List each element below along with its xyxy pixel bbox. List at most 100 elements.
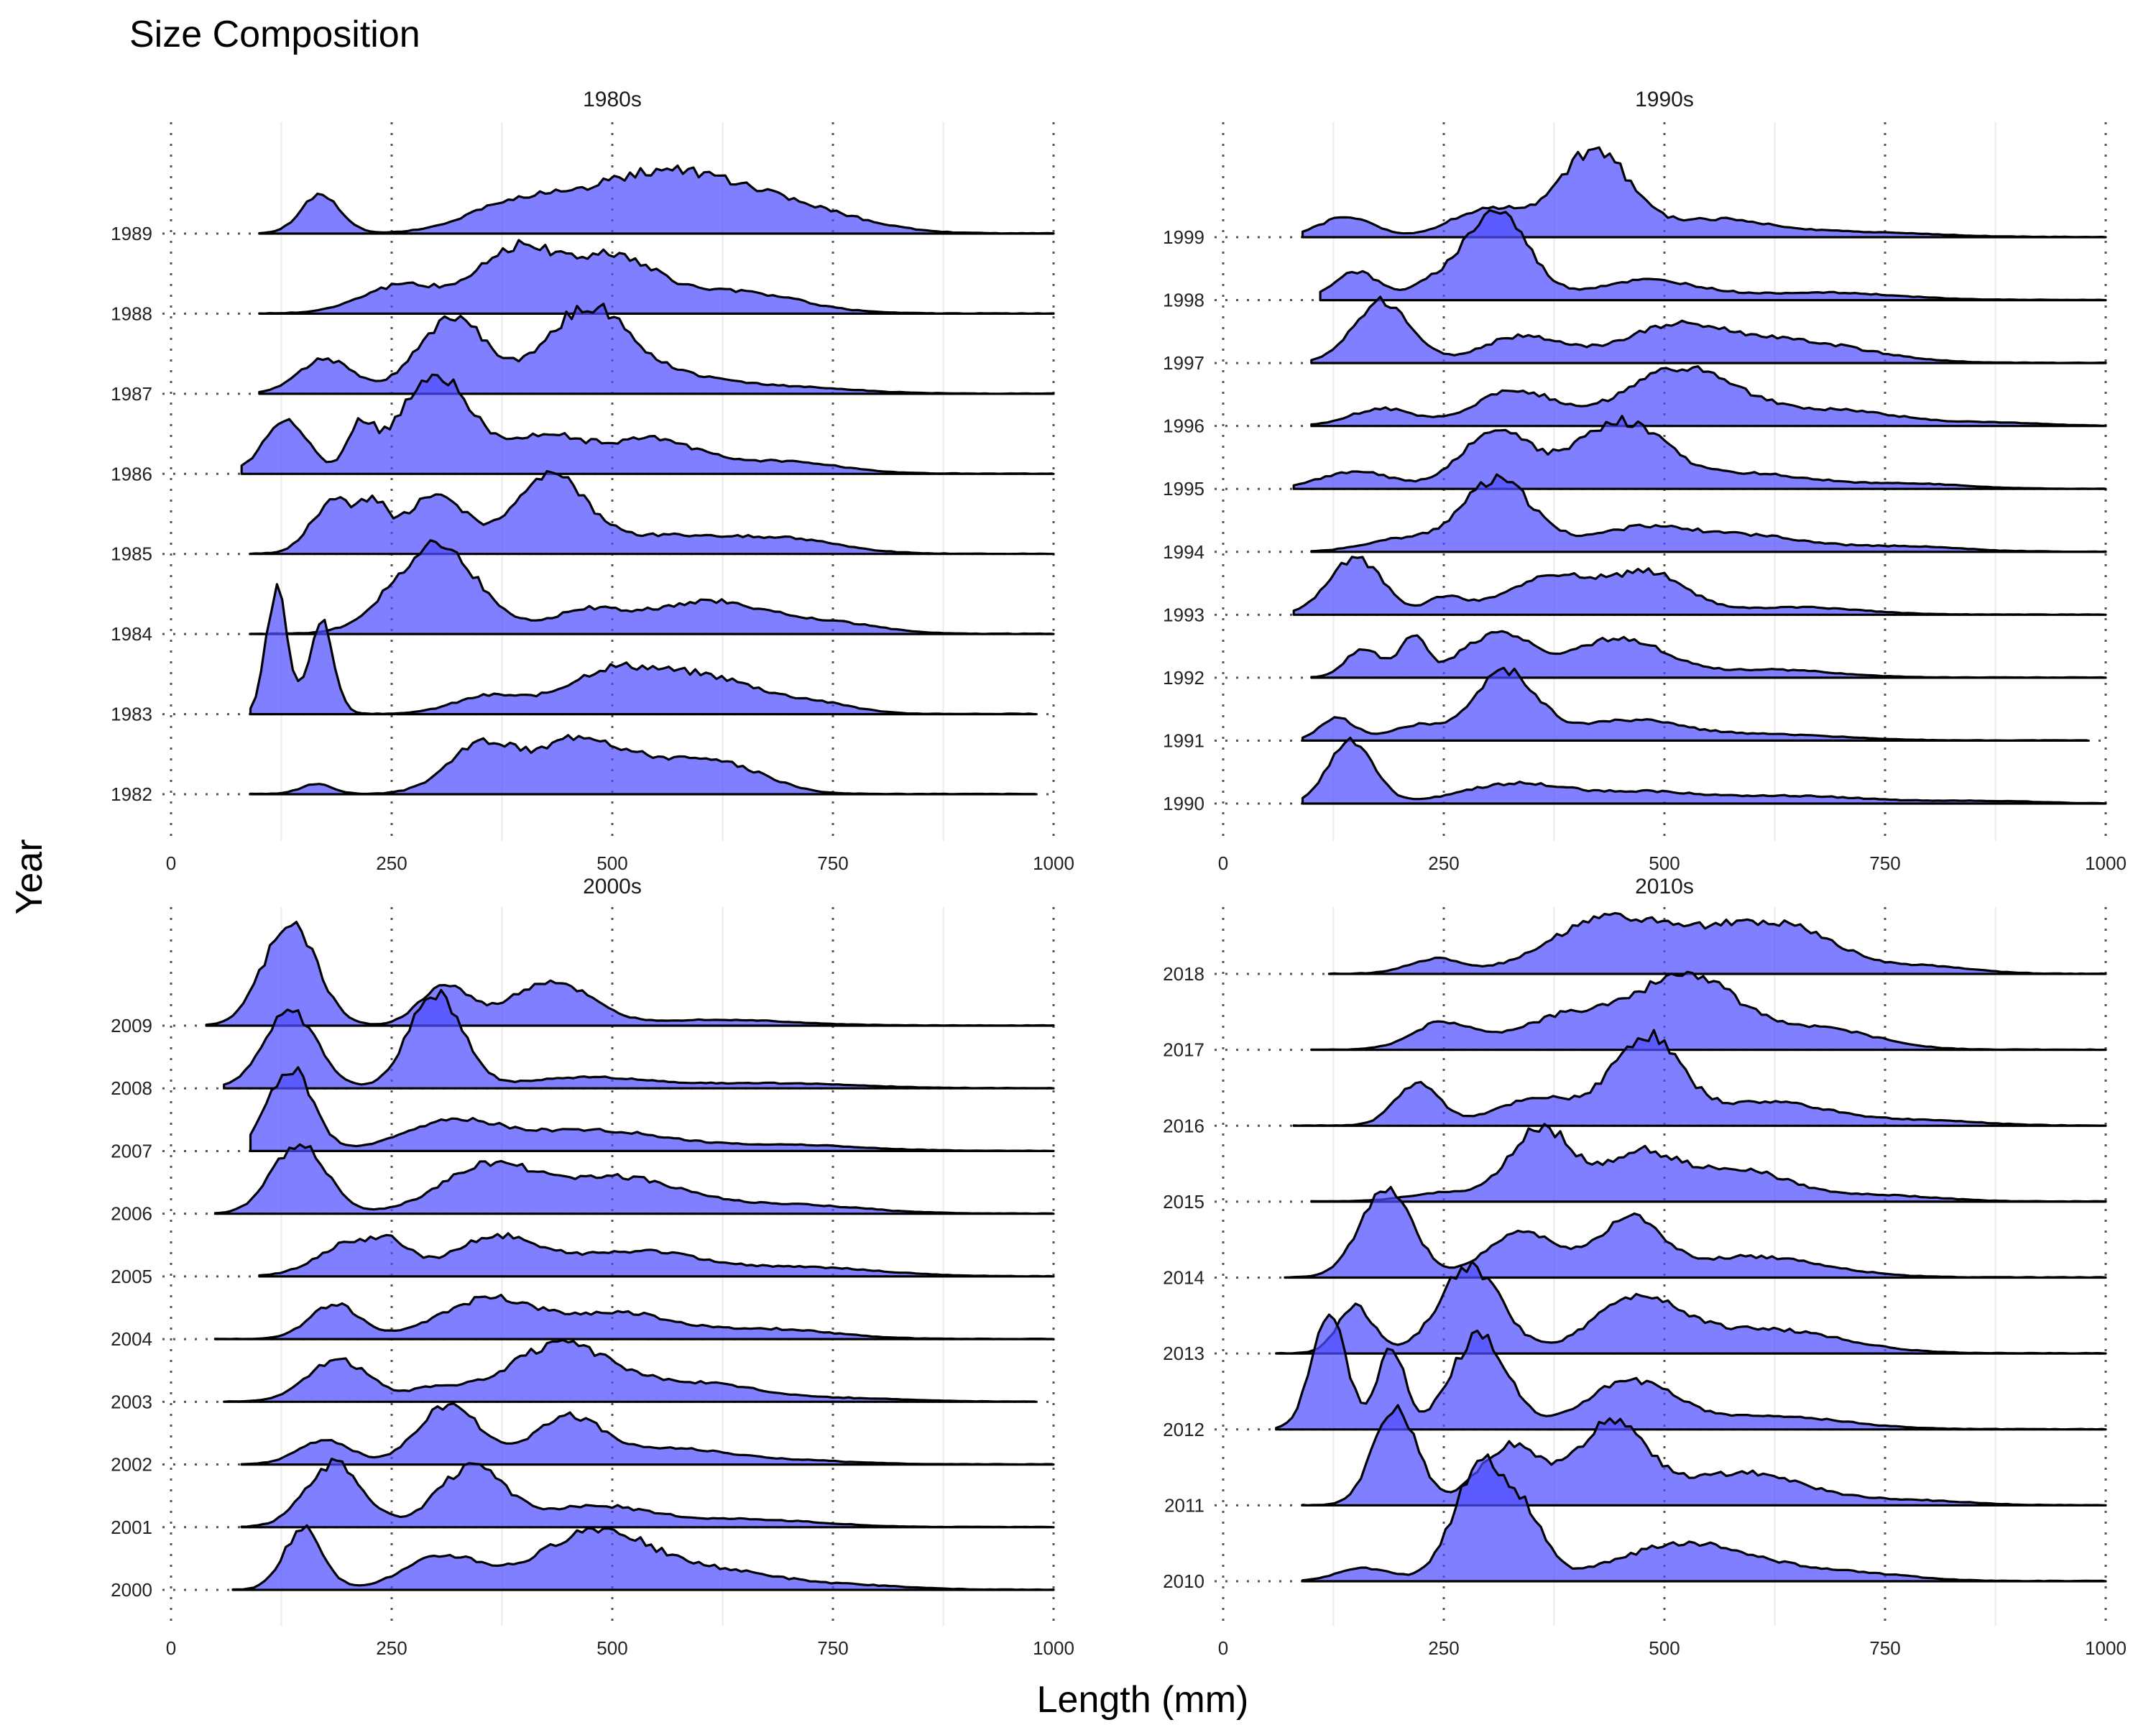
y-tick-label: 2014: [1163, 1267, 1204, 1289]
ridge-1998: [1319, 209, 2107, 302]
facet-2000s: 2000s 2000 2001 2002 2003 2004 2005 2006 2007 200…: [111, 875, 1074, 1659]
x-tick-label: 500: [596, 1637, 627, 1659]
ridge-1990: [1301, 736, 2107, 805]
x-tick-label: 250: [376, 852, 407, 874]
y-tick-label: 1988: [111, 303, 152, 324]
ridge-2000: [231, 1524, 1055, 1591]
y-tick-label: 2006: [111, 1203, 152, 1225]
y-tick-label: 1993: [1163, 604, 1204, 625]
y-tick-label: 2016: [1163, 1115, 1204, 1136]
y-tick-label: 2011: [1164, 1494, 1204, 1516]
facet-title: 1990s: [1635, 88, 1694, 111]
x-tick-label: 250: [1428, 1637, 1459, 1659]
ridge-1997: [1310, 295, 2107, 364]
y-tick-label: 1989: [111, 223, 152, 244]
y-tick-label: 2008: [111, 1077, 152, 1099]
facet-2010s: 2010s 2010 2011 2012 2013 2014 2015 2016 2017 201…: [1163, 875, 2127, 1659]
y-tick-label: 1985: [111, 543, 152, 565]
y-tick-label: 2010: [1163, 1570, 1204, 1592]
facet-1990s: 1990s 1990 1991 1992 1993 1994 1995 1996 1997 199…: [1163, 88, 2127, 874]
ridge-1988: [258, 239, 1055, 315]
x-tick-label: 500: [1649, 852, 1680, 874]
y-tick-label: 2001: [111, 1517, 152, 1538]
ridge-1999: [1301, 146, 2107, 239]
ridge-2007: [249, 1066, 1055, 1152]
y-tick-label: 2012: [1163, 1419, 1204, 1440]
y-tick-label: 1990: [1163, 793, 1204, 814]
ridge-2013: [1275, 1260, 2107, 1355]
x-tick-label: 1000: [2085, 1637, 2127, 1659]
x-tick-label: 1000: [1033, 1637, 1074, 1659]
chart-title: Size Composition: [129, 14, 420, 55]
ridge-2012: [1275, 1313, 2107, 1431]
y-tick-label: 1982: [111, 783, 152, 805]
x-tick-label: 750: [1869, 1637, 1900, 1659]
y-tick-label: 2003: [111, 1391, 152, 1412]
ridge-2017: [1310, 970, 2107, 1052]
y-tick-label: 1984: [111, 623, 152, 645]
facet-title: 1980s: [583, 88, 642, 111]
y-tick-label: 1996: [1163, 415, 1204, 437]
x-tick-label: 0: [166, 1637, 176, 1659]
ridge-2016: [1292, 1029, 2107, 1127]
x-tick-label: 1000: [1033, 852, 1074, 874]
y-tick-label: 1998: [1163, 290, 1204, 311]
ridge-2006: [213, 1143, 1055, 1215]
x-axis-title: Length (mm): [1037, 1679, 1249, 1721]
y-tick-label: 2005: [111, 1266, 152, 1287]
ridge-1984: [249, 539, 1055, 635]
y-tick-label: 1983: [111, 704, 152, 725]
y-tick-label: 1994: [1163, 541, 1204, 563]
ridge-1991: [1301, 666, 2089, 742]
y-tick-label: 2004: [111, 1328, 152, 1350]
x-tick-label: 250: [1428, 852, 1459, 874]
y-tick-label: 2009: [111, 1015, 152, 1036]
y-tick-label: 1987: [111, 383, 152, 405]
ridge-1992: [1310, 630, 2107, 679]
ridge-2018: [1327, 911, 2107, 975]
ridges: [205, 921, 1055, 1591]
ridge-2014: [1284, 1186, 2107, 1279]
facet-title: 2000s: [583, 875, 642, 898]
x-tick-label: 500: [596, 852, 627, 874]
ridge-1989: [258, 164, 1055, 235]
facet-1980s: 1980s 1982 1983 1984 1985 1986 1987 1988 1989 0 25…: [111, 88, 1074, 874]
ridge-1993: [1292, 556, 2107, 616]
ridge-2009: [205, 921, 1055, 1027]
y-axis-title: Year: [9, 839, 50, 914]
ridge-1994: [1310, 473, 2107, 553]
x-tick-label: 0: [1218, 1637, 1228, 1659]
ridge-1987: [258, 303, 1055, 395]
x-tick-label: 250: [376, 1637, 407, 1659]
ridge-1996: [1310, 365, 2107, 428]
ridge-2015: [1310, 1123, 2107, 1203]
ridge-2005: [258, 1232, 1055, 1278]
ridge-2001: [240, 1458, 1055, 1529]
x-tick-label: 750: [817, 1637, 848, 1659]
ridges: [1275, 911, 2107, 1583]
x-tick-label: 1000: [2085, 852, 2127, 874]
y-tick-label: 2018: [1163, 963, 1204, 985]
x-tick-label: 500: [1649, 1637, 1680, 1659]
ridges: [1292, 146, 2107, 805]
x-tick-label: 0: [1218, 852, 1228, 874]
ridge-2004: [213, 1293, 1055, 1340]
y-tick-label: 1995: [1163, 478, 1204, 500]
y-tick-label: 2002: [111, 1454, 152, 1476]
y-tick-label: 1991: [1163, 730, 1204, 751]
facet-title: 2010s: [1635, 875, 1694, 898]
facets: 1980s 1982 1983 1984 1985 1986 1987 1988 1989 0 25…: [111, 88, 2127, 1659]
ridge-2002: [240, 1402, 1055, 1466]
ridges: [240, 164, 1055, 796]
ridge-1983: [249, 583, 1037, 716]
y-tick-label: 2000: [111, 1579, 152, 1601]
y-tick-label: 1997: [1163, 352, 1204, 374]
y-tick-label: 1986: [111, 463, 152, 484]
vertical-grid: [162, 122, 1055, 841]
y-tick-label: 2015: [1163, 1191, 1204, 1213]
x-tick-label: 750: [817, 852, 848, 874]
ridge-1995: [1292, 415, 2107, 490]
x-tick-label: 750: [1869, 852, 1900, 874]
y-tick-label: 2013: [1163, 1343, 1204, 1364]
